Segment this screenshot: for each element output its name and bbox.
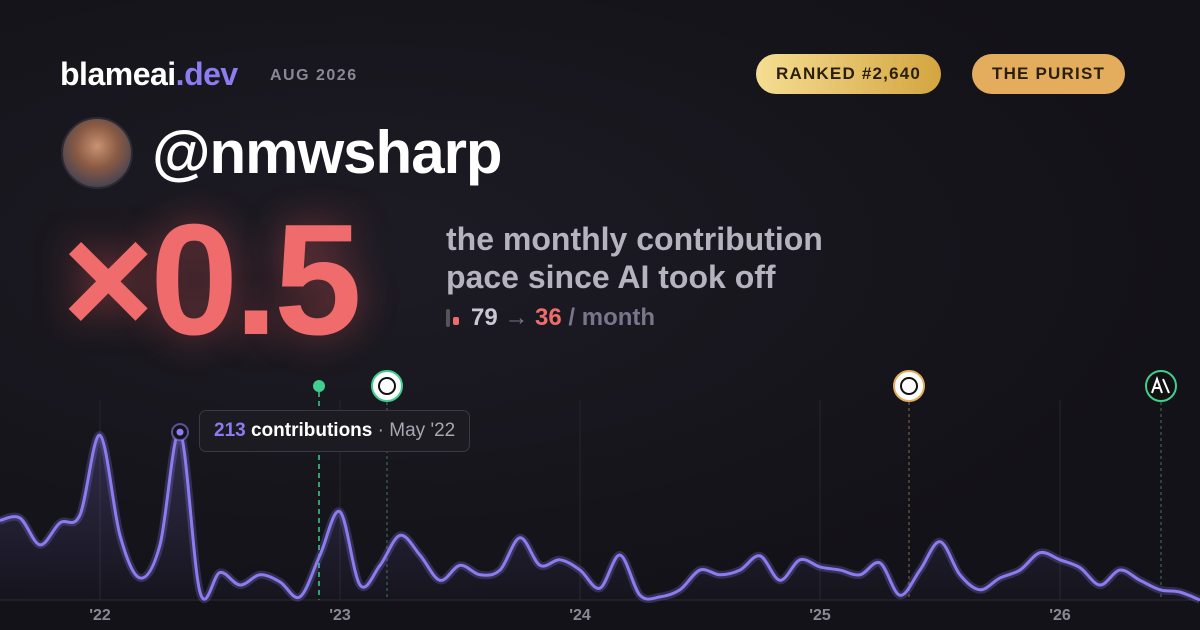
event-icon: [893, 370, 925, 402]
description-line: pace since AI took off: [446, 259, 776, 295]
event-dot: [313, 380, 325, 392]
line: [0, 430, 1200, 602]
highlight-dot: [176, 428, 184, 436]
event-icon: [1145, 370, 1177, 402]
legend-swatch: [446, 309, 450, 327]
area: [0, 431, 1200, 600]
x-tick-label: '24: [569, 607, 591, 624]
event-glyph: [378, 377, 396, 395]
x-tick-label: '26: [1049, 607, 1071, 624]
tooltip-sep: ·: [377, 420, 384, 441]
date: AUG 2026: [270, 67, 358, 84]
brand: blameai.dev: [60, 56, 238, 93]
tooltip-date: May '22: [389, 420, 456, 441]
pace-arrow: →: [504, 304, 529, 331]
pace: 79 → 36 / month: [446, 304, 655, 332]
event-glyph: [1151, 376, 1170, 394]
pace-unit: / month: [568, 304, 656, 331]
x-tick-label: '25: [809, 607, 831, 624]
event-glyph: [900, 377, 918, 395]
tooltip-value: 213: [214, 420, 246, 441]
avatar: [61, 117, 133, 189]
brand-name: blameai: [60, 56, 176, 92]
rank-badge: RANKED #2,640: [756, 54, 942, 94]
x-tick-label: '22: [89, 607, 111, 624]
pace-before: 79: [471, 304, 498, 331]
tooltip: 213 contributions · May '22: [199, 410, 471, 452]
multiplier: ×0.5: [62, 192, 362, 368]
handle: @nmwsharp: [152, 119, 503, 186]
events: [313, 370, 1177, 600]
x-tick-label: '23: [329, 607, 351, 624]
legend-swatch: [453, 317, 459, 325]
title-badge: THE PURIST: [972, 54, 1126, 94]
tooltip-label: contributions: [250, 420, 373, 441]
event-icon: [371, 370, 403, 402]
brand-tld: .dev: [175, 56, 239, 92]
description: the monthly contribution pace since AI to…: [446, 220, 823, 296]
description-line: the monthly contribution: [446, 221, 823, 257]
pace-after: 36: [535, 304, 562, 331]
